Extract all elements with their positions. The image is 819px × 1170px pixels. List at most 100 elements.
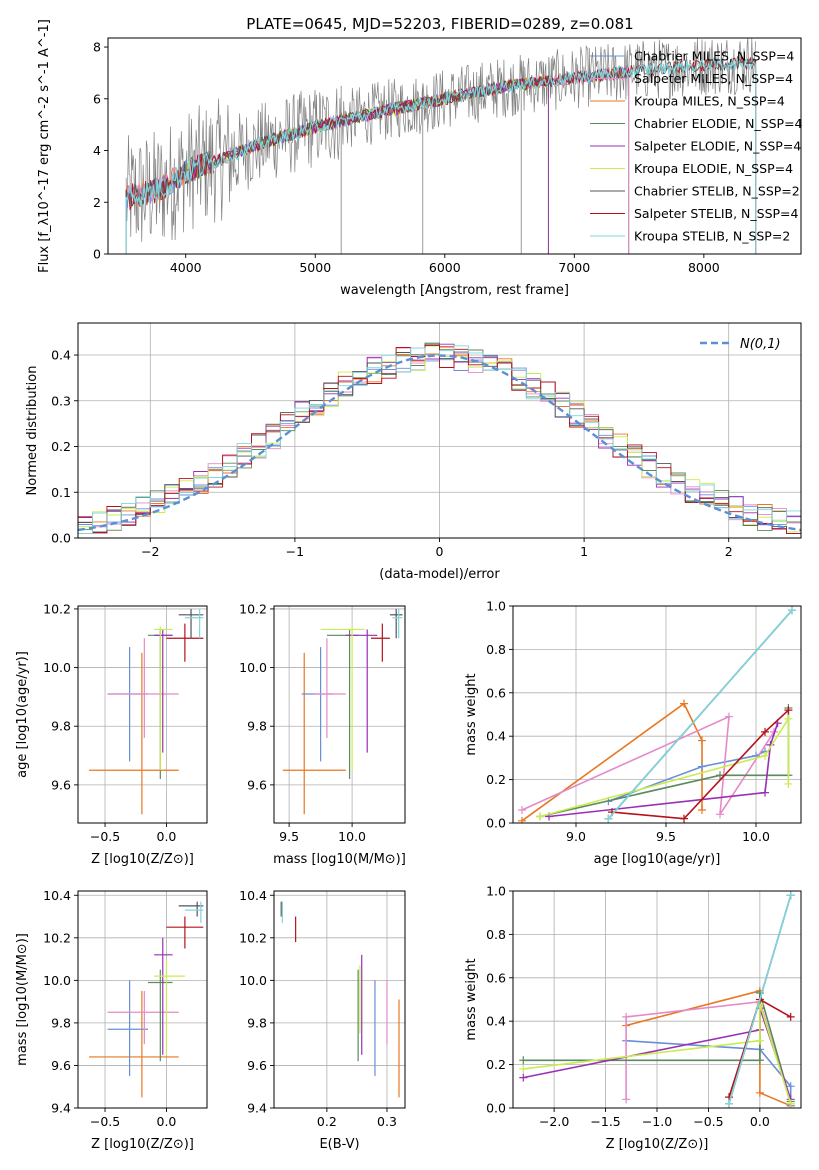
x-axis-label: wavelength [Angstrom, rest frame] (340, 283, 569, 298)
y-tick-label: 0.8 (486, 642, 506, 657)
weight_vs_Z-frame: −2.0 −1.5 −1.0 −0.5 0.0 0.0 0.2 0.4 0.6 0.8 1.0 Z [… (464, 884, 802, 1152)
axes-frame (77, 890, 208, 1109)
error-bar-point (392, 608, 403, 639)
weight-series-line (521, 715, 775, 815)
x-axis-label: mass [log10(M/M⊙)] (273, 852, 406, 867)
weight-series-line (607, 609, 793, 820)
y-tick-label: 10.0 (239, 973, 267, 988)
legend-label: Chabrier ELODIE, N_SSP=4 (634, 116, 803, 131)
y-tick-label: 0.0 (51, 531, 71, 546)
y-tick-label: 9.8 (51, 1015, 71, 1030)
error-bar-point (154, 959, 185, 1055)
x-tick-label: −1.5 (590, 1114, 620, 1129)
age_vs_Z-axes (78, 606, 207, 823)
x-tick-label: −1 (286, 544, 304, 559)
y-axis-label: mass weight (464, 673, 479, 755)
y-tick-label: 0.4 (486, 729, 506, 744)
legend-label: Salpeter STELIB, N_SSP=4 (634, 206, 799, 221)
x-axis-label: (data-model)/error (379, 567, 500, 582)
y-tick-label: 10.0 (43, 973, 71, 988)
y-tick-label: 6 (93, 91, 101, 106)
age_vs_Z-frame: −0.5 0.0 9.6 9.8 10.0 10.2 Z [log10(Z/Z⊙)] age … (15, 601, 208, 867)
weight-point-marker (725, 1099, 733, 1108)
legend-label: Chabrier STELIB, N_SSP=2 (634, 184, 800, 199)
y-tick-label: 10.2 (239, 601, 267, 616)
residuals-legend: N(0,1) (700, 337, 781, 352)
error-bar-point (301, 647, 334, 762)
y-tick-label: 0.2 (486, 1057, 506, 1072)
weight-point-marker (518, 805, 526, 814)
x-tick-label: −1.0 (642, 1114, 672, 1129)
weight-series-line (539, 708, 790, 818)
x-axis-label: Z [log10(Z/Z⊙)] (91, 852, 194, 867)
weight-point-marker (784, 714, 793, 723)
y-tick-label: 8 (93, 40, 101, 55)
y-tick-label: 9.6 (51, 1058, 71, 1073)
error-bar-point (154, 626, 173, 771)
error-bar-point (107, 638, 179, 738)
x-tick-label: 6000 (429, 260, 461, 275)
y-tick-label: 0.6 (486, 685, 506, 700)
y-tick-label: 9.8 (51, 719, 71, 734)
error-bar-point (148, 969, 173, 1062)
x-tick-label: −0.5 (90, 1114, 120, 1129)
legend-label: Salpeter MILES, N_SSP=4 (634, 71, 793, 86)
y-tick-label: 10.0 (43, 660, 71, 675)
age_vs_Z-points (89, 608, 204, 815)
weight-point-marker (698, 736, 706, 745)
legend-label: N(0,1) (740, 337, 781, 352)
y-tick-label: 9.6 (51, 777, 71, 792)
weight-point-marker (716, 771, 724, 780)
x-tick-label: 1 (580, 544, 588, 559)
error-bar-point (166, 916, 204, 949)
x-tick-label: 8000 (688, 260, 720, 275)
y-tick-label: 1.0 (486, 599, 506, 614)
x-axis-label: age [log10(age/yr)] (594, 852, 721, 867)
mass_vs_Z-frame: −0.5 0.0 9.4 9.6 9.8 10.0 10.2 10.4 Z [log10(Z/Z… (15, 888, 208, 1152)
weight-series-line (611, 709, 789, 820)
weight-point-marker (786, 1012, 795, 1021)
y-tick-label: 0.4 (51, 348, 71, 363)
error-bar-point (89, 652, 179, 815)
x-tick-label: 7000 (558, 260, 590, 275)
y-tick-label: 4 (93, 143, 101, 158)
x-tick-label: 4000 (170, 260, 202, 275)
error-bar-point (314, 638, 346, 738)
residuals-frame: −2 −1 0 1 2 0.0 0.1 0.2 0.3 0.4 (data-model)/error… (25, 322, 802, 582)
x-tick-label: 10.0 (338, 829, 366, 844)
y-axis-label: mass [log10(M/M⊙)] (15, 933, 30, 1066)
error-bar-point (178, 901, 204, 917)
y-tick-label: 9.6 (247, 777, 267, 792)
legend-label: Kroupa ELODIE, N_SSP=4 (634, 161, 793, 176)
histograms (78, 342, 801, 534)
x-tick-label: 10.0 (742, 829, 770, 844)
axes-frame (512, 605, 802, 824)
mass_vs_ebv-frame: 0.2 0.3 9.4 9.6 9.8 10.0 10.2 10.4 E(B-V) (239, 888, 406, 1152)
x-tick-label: 9.5 (279, 829, 299, 844)
weight-point-marker (680, 699, 688, 708)
error-bar-point (389, 608, 403, 639)
weight-point-marker (698, 805, 706, 814)
error-bar-point (282, 652, 346, 815)
y-tick-label: 9.8 (247, 1015, 267, 1030)
age_vs_mass-frame: 9.5 10.0 9.6 9.8 10.0 10.2 mass [log10(M/M⊙)] (239, 601, 406, 867)
y-tick-label: 0 (93, 247, 101, 262)
y-tick-label: 0.6 (486, 970, 506, 985)
y-tick-label: 10.4 (43, 888, 71, 903)
legend-label: Chabrier MILES, N_SSP=4 (634, 49, 794, 64)
y-axis-label: Normed distribution (25, 366, 40, 496)
histogram-step (78, 345, 801, 534)
y-tick-label: 0.2 (486, 772, 506, 787)
legend-label: Kroupa MILES, N_SSP=4 (634, 94, 785, 109)
error-bar-point (184, 901, 204, 923)
error-bar-point (154, 629, 173, 753)
model-fit-line (125, 55, 757, 254)
weight-point-marker (536, 812, 544, 821)
x-tick-label: −0.5 (90, 829, 120, 844)
x-tick-label: 0.0 (157, 829, 177, 844)
x-axis-label: E(B-V) (319, 1137, 359, 1152)
y-tick-label: 10.4 (239, 888, 267, 903)
weight-point-marker (786, 891, 795, 900)
x-tick-label: −2 (141, 544, 159, 559)
